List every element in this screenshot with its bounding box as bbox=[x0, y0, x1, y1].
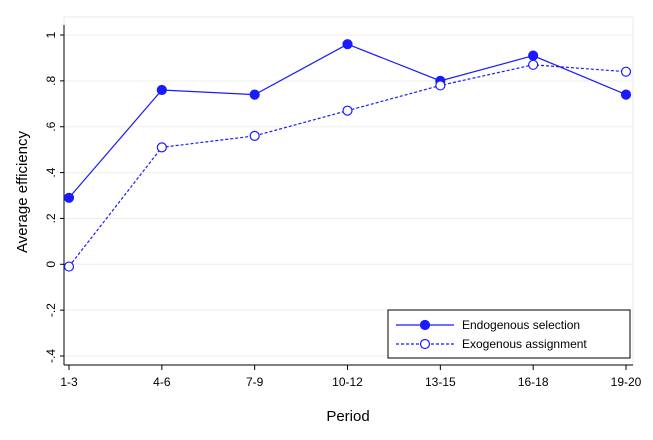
data-point bbox=[63, 192, 75, 203]
data-point bbox=[156, 84, 167, 96]
x-tick-label: 7-9 bbox=[246, 375, 264, 389]
legend-entry: Exogenous assignment bbox=[396, 337, 587, 351]
legend: Endogenous selection Exogenous assignment bbox=[387, 309, 631, 359]
x-axis-label: Period bbox=[326, 408, 369, 425]
legend-marker bbox=[419, 338, 431, 350]
data-point bbox=[528, 59, 539, 70]
y-tick-label: 1 bbox=[44, 31, 58, 38]
data-point bbox=[435, 80, 446, 91]
data-point bbox=[249, 89, 260, 100]
legend-marker bbox=[419, 319, 431, 331]
x-tick-label: 19-20 bbox=[611, 375, 642, 389]
data-point bbox=[620, 89, 632, 100]
y-tick-label: 0 bbox=[44, 261, 58, 268]
plot-area bbox=[63, 16, 634, 366]
y-tick-label: -.4 bbox=[44, 349, 58, 363]
data-point bbox=[528, 50, 539, 61]
y-tick-label: -.2 bbox=[44, 303, 58, 317]
y-tick-label: .4 bbox=[44, 167, 58, 177]
series-2 bbox=[63, 59, 632, 272]
data-point bbox=[620, 66, 632, 77]
x-tick-label: 1-3 bbox=[60, 375, 78, 389]
y-tick-label: .8 bbox=[44, 76, 58, 86]
data-point bbox=[63, 261, 75, 272]
series-layer bbox=[63, 39, 632, 272]
legend-label: Endogenous selection bbox=[462, 318, 580, 332]
data-point bbox=[156, 142, 167, 153]
x-tick-label: 16-18 bbox=[518, 375, 549, 389]
x-tick-label: 10-12 bbox=[332, 375, 363, 389]
x-tick-label: 13-15 bbox=[425, 375, 456, 389]
data-point bbox=[249, 130, 260, 141]
data-point bbox=[342, 39, 353, 50]
y-axis-label: Average efficiency bbox=[14, 130, 31, 253]
x-tick-label: 4-6 bbox=[153, 375, 171, 389]
legend-entry: Endogenous selection bbox=[396, 318, 580, 332]
y-tick-label: .6 bbox=[44, 121, 58, 131]
y-tick-label: .2 bbox=[44, 213, 58, 223]
legend-label: Exogenous assignment bbox=[462, 337, 587, 351]
data-point bbox=[342, 105, 353, 116]
legend-box bbox=[387, 309, 631, 359]
axes: -.4 -.2 0 .2 .4 .6 .8 1 1-3 4-6 7-9 10-12 13-15 16-18… bbox=[44, 25, 642, 389]
